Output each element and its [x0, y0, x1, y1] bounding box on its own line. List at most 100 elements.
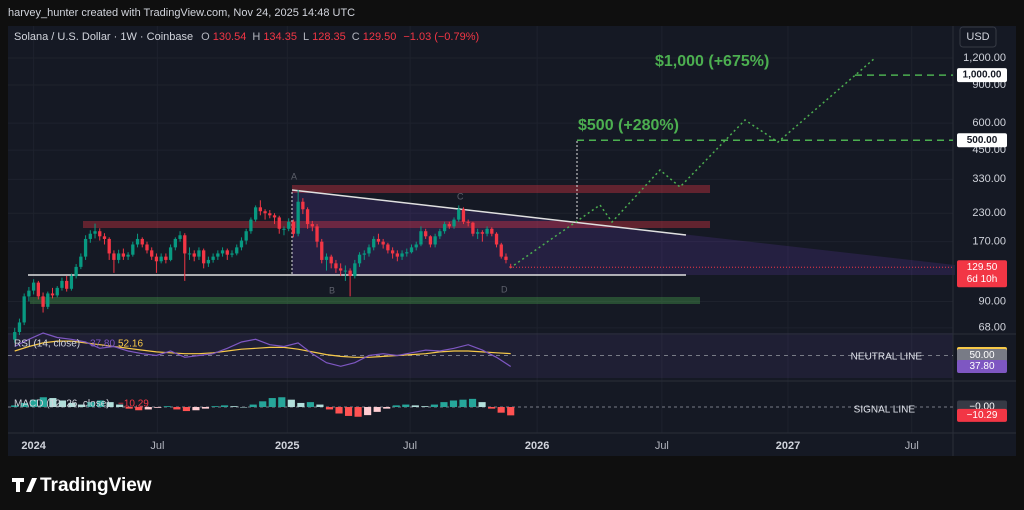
candle-body [438, 231, 442, 237]
x-tick-label: 2027 [776, 440, 800, 452]
macd-bar [411, 405, 419, 407]
currency-button[interactable] [959, 26, 997, 48]
macd-bar [58, 400, 66, 407]
marks: 1,200.00900.00600.00450.00330.00230.0017… [8, 52, 1007, 452]
candle-body [27, 290, 31, 297]
macd-bar [335, 407, 343, 414]
x-tick-label: Jul [403, 440, 417, 452]
candle-body [239, 240, 244, 248]
macd-bar [135, 407, 143, 411]
macd-bar [39, 397, 47, 407]
y-tick-label: 600.00 [972, 117, 1006, 129]
x-tick-label: Jul [905, 440, 919, 452]
last-price-badge [957, 260, 1007, 288]
candle-body [121, 253, 126, 257]
candle-body [74, 266, 78, 277]
candle-body [112, 253, 116, 260]
macd-bar [125, 407, 133, 409]
candle-body [41, 296, 45, 307]
candle-body [88, 233, 92, 239]
candle-body [386, 244, 390, 251]
ohlc-value: 129.50 [362, 31, 397, 43]
candle-body [357, 254, 362, 264]
brand: TradingView [40, 475, 152, 496]
macd-label: MACD (12, 26, close) [14, 399, 110, 410]
candle-body [272, 215, 277, 218]
top-bar [0, 0, 1024, 26]
candle-body [494, 233, 499, 245]
signal-line-name: SIGNAL LINE [854, 405, 916, 416]
candle-body [173, 238, 177, 248]
candle-body [31, 282, 36, 291]
candle-body [192, 253, 196, 257]
resistance-zone [83, 221, 710, 228]
macd-bar [306, 402, 314, 407]
macd-bar [488, 407, 496, 409]
ohlc-value: 128.35 [312, 31, 346, 43]
candle-body [475, 232, 480, 234]
pattern-label: C [457, 191, 464, 201]
brand-logo [12, 478, 37, 492]
x-tick-label: 2025 [275, 440, 299, 452]
macd-bar [240, 407, 248, 408]
candle-body [499, 244, 503, 257]
last-price-label: 129.50 [967, 262, 998, 273]
candle-body [244, 231, 248, 241]
macd-bar [449, 400, 458, 407]
candle-body [17, 322, 22, 333]
candle-body [296, 201, 300, 234]
candle-body [13, 332, 17, 340]
candle-body [268, 213, 272, 216]
candle-body [428, 236, 433, 245]
macd-bar [354, 407, 362, 417]
candle-body [282, 228, 286, 230]
rsi-label: RSI (14, close) [14, 339, 80, 350]
candle-body [235, 247, 239, 254]
candle-body [414, 244, 418, 248]
candle-body [50, 293, 55, 296]
macd-bar [87, 402, 95, 407]
trend-line [291, 189, 687, 236]
candle-body [220, 250, 225, 254]
candle-body [102, 236, 107, 239]
chart-title: Solana / U.S. Dollar · 1W · Coinbase [14, 31, 194, 43]
candle-body [263, 211, 267, 214]
candle-body [126, 254, 130, 257]
candle-body [376, 238, 381, 242]
macd-badge-label: −0.00 [969, 402, 995, 413]
countdown: 6d 10h [967, 274, 998, 285]
macd-bar [68, 402, 76, 407]
macd-bar [249, 404, 257, 407]
rsi-badge [957, 349, 1007, 362]
support-zone [30, 297, 700, 304]
candle-body [471, 222, 475, 234]
rsi-badge [957, 359, 1007, 373]
candle-body [249, 219, 253, 232]
currency[interactable]: USD [966, 31, 989, 43]
candle-body [419, 231, 423, 245]
footer [0, 456, 1024, 510]
rsi-line [14, 332, 512, 368]
grid [8, 26, 953, 433]
rsi-value: 37.80 [90, 339, 115, 350]
candle-body [69, 276, 74, 289]
candle-body [348, 270, 352, 277]
candle-body [409, 247, 414, 253]
candle-body [206, 259, 211, 264]
candle-body [287, 221, 291, 229]
macd-bar [106, 402, 114, 407]
ohlc-prefix: C [351, 31, 360, 43]
macd-bar [344, 407, 353, 416]
candle-body [310, 224, 314, 227]
candle-body [353, 263, 357, 277]
macd-bar [325, 407, 334, 410]
candle-body [107, 238, 111, 254]
macd-bar [468, 398, 477, 407]
macd-bar [116, 404, 124, 407]
candle-body [424, 231, 428, 237]
candle-body [291, 221, 296, 234]
candle-body [55, 287, 59, 296]
x-tick-label: 2024 [21, 440, 46, 452]
candle-body [504, 256, 508, 260]
pattern-label: A [291, 171, 297, 181]
